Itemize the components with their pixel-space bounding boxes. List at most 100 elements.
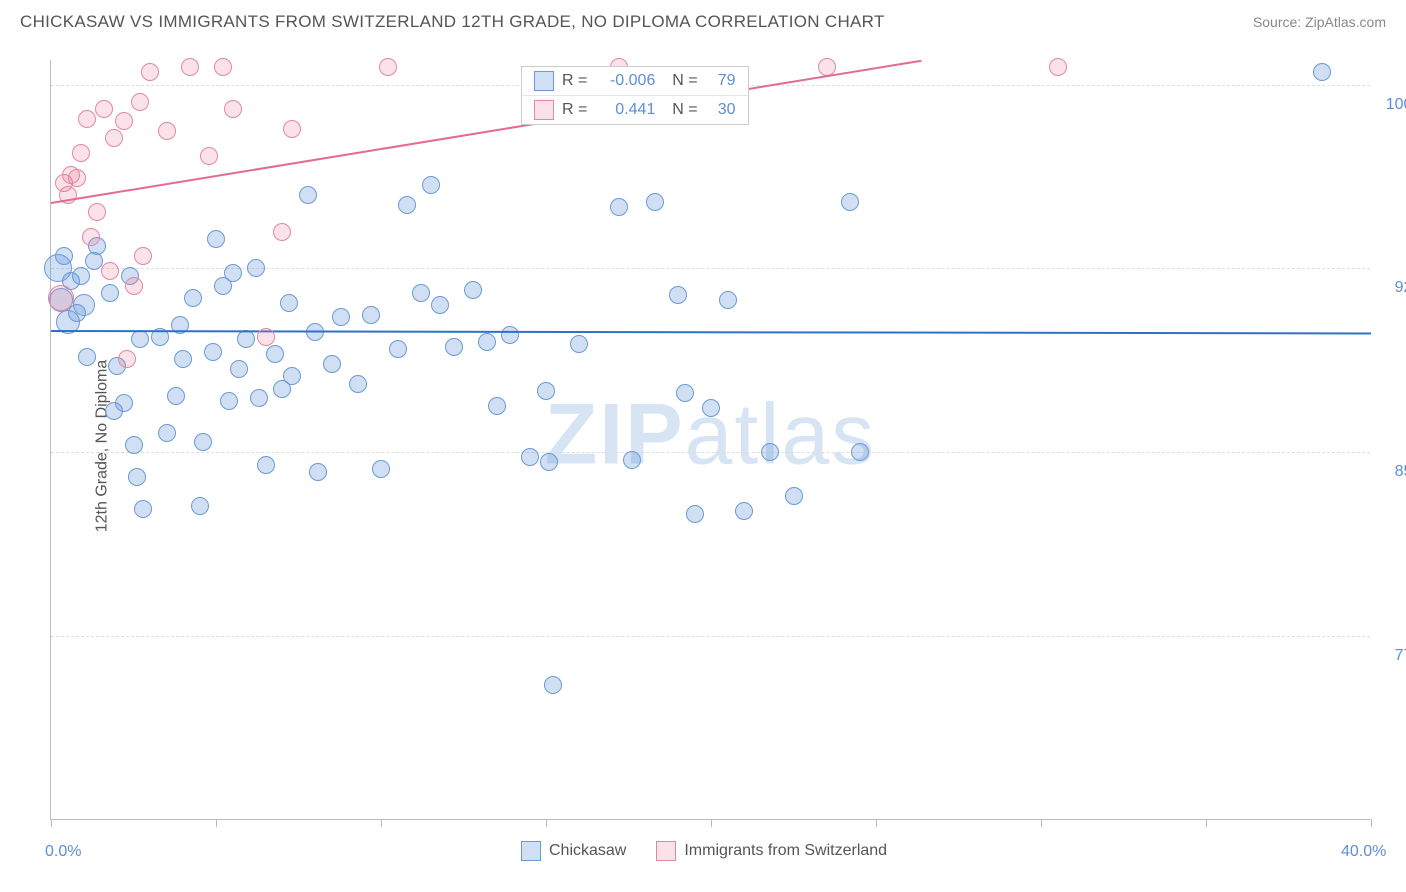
data-point: [266, 345, 284, 363]
data-point: [669, 286, 687, 304]
data-point: [184, 289, 202, 307]
data-point: [735, 502, 753, 520]
y-tick-label: 100.0%: [1386, 96, 1406, 114]
chart-title: CHICKASAW VS IMMIGRANTS FROM SWITZERLAND…: [20, 12, 885, 32]
data-point: [128, 468, 146, 486]
data-point: [540, 453, 558, 471]
data-point: [250, 389, 268, 407]
data-point: [207, 230, 225, 248]
data-point: [55, 247, 73, 265]
data-point: [389, 340, 407, 358]
data-point: [72, 267, 90, 285]
data-point: [194, 433, 212, 451]
data-point: [134, 500, 152, 518]
data-point: [702, 399, 720, 417]
source-label: Source: ZipAtlas.com: [1253, 14, 1386, 30]
data-point: [488, 397, 506, 415]
y-tick-label: 92.5%: [1395, 279, 1406, 297]
legend-n-label: N =: [663, 101, 697, 119]
data-point: [841, 193, 859, 211]
data-point: [101, 284, 119, 302]
data-point: [220, 392, 238, 410]
x-tick-label: 0.0%: [45, 843, 81, 861]
data-point: [412, 284, 430, 302]
data-point: [158, 424, 176, 442]
data-point: [237, 330, 255, 348]
legend-item-label: Chickasaw: [549, 842, 626, 860]
data-point: [257, 328, 275, 346]
legend-swatch: [534, 100, 554, 120]
data-point: [372, 460, 390, 478]
data-point: [431, 296, 449, 314]
data-point: [72, 144, 90, 162]
data-point: [125, 436, 143, 454]
x-tick: [216, 819, 217, 827]
data-point: [646, 193, 664, 211]
data-point: [686, 505, 704, 523]
data-point: [101, 262, 119, 280]
legend-row: R =-0.006 N =79: [522, 67, 748, 96]
data-point: [1049, 58, 1067, 76]
data-point: [445, 338, 463, 356]
data-point: [379, 58, 397, 76]
data-point: [257, 456, 275, 474]
data-point: [224, 100, 242, 118]
legend-swatch: [656, 841, 676, 861]
legend-r-label: R =: [562, 72, 587, 90]
data-point: [224, 264, 242, 282]
x-tick: [1041, 819, 1042, 827]
data-point: [349, 375, 367, 393]
data-point: [273, 223, 291, 241]
data-point: [521, 448, 539, 466]
data-point: [323, 355, 341, 373]
data-point: [78, 110, 96, 128]
x-tick: [381, 819, 382, 827]
data-point: [115, 112, 133, 130]
data-point: [230, 360, 248, 378]
data-point: [851, 443, 869, 461]
data-point: [422, 176, 440, 194]
data-point: [191, 497, 209, 515]
data-point: [141, 63, 159, 81]
gridline: [51, 636, 1370, 637]
gridline: [51, 452, 1370, 453]
data-point: [134, 247, 152, 265]
y-tick-label: 77.5%: [1395, 647, 1406, 665]
data-point: [214, 58, 232, 76]
data-point: [501, 326, 519, 344]
legend-item: Immigrants from Switzerland: [656, 841, 887, 861]
data-point: [247, 259, 265, 277]
trend-line: [51, 60, 921, 204]
legend-item-label: Immigrants from Switzerland: [684, 842, 887, 860]
data-point: [73, 294, 95, 316]
data-point: [118, 350, 136, 368]
data-point: [95, 100, 113, 118]
data-point: [105, 129, 123, 147]
data-point: [623, 451, 641, 469]
data-point: [570, 335, 588, 353]
data-point: [719, 291, 737, 309]
y-tick-label: 85.0%: [1395, 463, 1406, 481]
data-point: [1313, 63, 1331, 81]
data-point: [283, 367, 301, 385]
legend-r-value: -0.006: [595, 72, 655, 90]
data-point: [167, 387, 185, 405]
data-point: [131, 330, 149, 348]
data-point: [537, 382, 555, 400]
data-point: [158, 122, 176, 140]
legend-n-value: 30: [706, 101, 736, 119]
x-tick: [1206, 819, 1207, 827]
data-point: [544, 676, 562, 694]
data-point: [761, 443, 779, 461]
data-point: [200, 147, 218, 165]
data-point: [181, 58, 199, 76]
legend-n-value: 79: [706, 72, 736, 90]
x-tick: [711, 819, 712, 827]
data-point: [88, 203, 106, 221]
data-point: [299, 186, 317, 204]
data-point: [283, 120, 301, 138]
data-point: [478, 333, 496, 351]
legend-row: R =0.441 N =30: [522, 96, 748, 124]
data-point: [362, 306, 380, 324]
data-point: [676, 384, 694, 402]
